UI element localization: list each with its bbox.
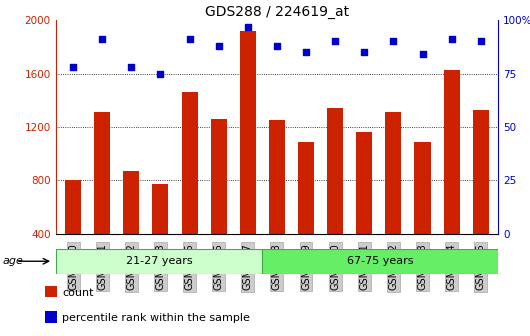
Bar: [356, 132, 372, 234]
Text: count: count: [62, 288, 93, 298]
Point: [418, 52, 427, 57]
Bar: [385, 112, 401, 234]
Bar: [211, 119, 227, 234]
Point: [244, 24, 252, 29]
Text: 21-27 years: 21-27 years: [126, 256, 192, 266]
Bar: [269, 120, 285, 234]
Point: [273, 43, 281, 48]
Point: [447, 37, 456, 42]
Bar: [240, 31, 256, 234]
Bar: [94, 112, 110, 234]
Point: [215, 43, 223, 48]
Title: GDS288 / 224619_at: GDS288 / 224619_at: [205, 5, 349, 19]
Point: [476, 39, 485, 44]
Point: [302, 49, 310, 55]
Point: [360, 49, 368, 55]
Bar: [123, 171, 139, 234]
Text: age: age: [3, 256, 23, 266]
Bar: [262, 249, 498, 274]
Bar: [56, 249, 262, 274]
Bar: [153, 183, 169, 234]
Bar: [327, 108, 343, 234]
Text: percentile rank within the sample: percentile rank within the sample: [62, 313, 250, 323]
Point: [186, 37, 194, 42]
Text: 67-75 years: 67-75 years: [347, 256, 413, 266]
Bar: [298, 141, 314, 234]
Point: [98, 37, 107, 42]
Point: [331, 39, 339, 44]
Point: [127, 65, 136, 70]
Bar: [65, 180, 81, 234]
Bar: [444, 70, 460, 234]
Bar: [414, 142, 430, 234]
Point: [69, 65, 77, 70]
Point: [389, 39, 398, 44]
Bar: [182, 92, 198, 234]
Bar: [473, 110, 489, 234]
Point: [156, 71, 165, 76]
